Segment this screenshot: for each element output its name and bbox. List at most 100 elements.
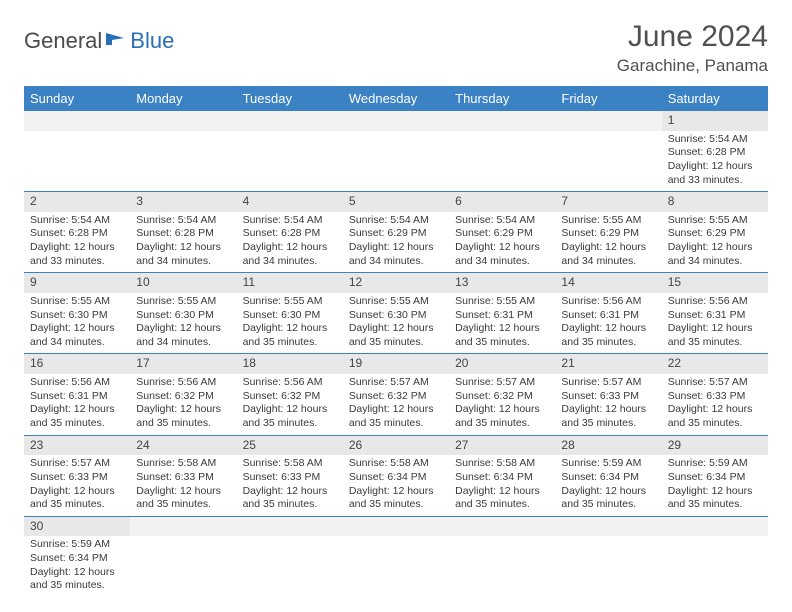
day-number-row: 9101112131415 xyxy=(24,273,768,293)
daylight-text: Daylight: 12 hours and 35 minutes. xyxy=(668,485,762,512)
daylight-text: Daylight: 12 hours and 34 minutes. xyxy=(136,322,230,349)
daylight-text: Daylight: 12 hours and 35 minutes. xyxy=(455,322,549,349)
day-number-cell: 13 xyxy=(449,273,555,293)
day-details-cell xyxy=(662,536,768,597)
day-number-cell: 19 xyxy=(343,354,449,374)
day-details-cell: Sunrise: 5:57 AMSunset: 6:33 PMDaylight:… xyxy=(555,374,661,435)
day-details-cell xyxy=(449,131,555,192)
sunrise-text: Sunrise: 5:58 AM xyxy=(243,457,337,471)
daylight-text: Daylight: 12 hours and 35 minutes. xyxy=(455,485,549,512)
sunset-text: Sunset: 6:28 PM xyxy=(243,227,337,241)
daylight-text: Daylight: 12 hours and 35 minutes. xyxy=(561,485,655,512)
day-details-cell: Sunrise: 5:58 AMSunset: 6:34 PMDaylight:… xyxy=(343,455,449,516)
day-number-cell xyxy=(449,111,555,131)
day-details-cell: Sunrise: 5:57 AMSunset: 6:33 PMDaylight:… xyxy=(662,374,768,435)
sunset-text: Sunset: 6:29 PM xyxy=(455,227,549,241)
day-number-cell: 30 xyxy=(24,516,130,536)
weekday-header: Friday xyxy=(555,86,661,111)
daylight-text: Daylight: 12 hours and 34 minutes. xyxy=(455,241,549,268)
daylight-text: Daylight: 12 hours and 35 minutes. xyxy=(243,322,337,349)
day-number-cell: 1 xyxy=(662,111,768,131)
sunset-text: Sunset: 6:30 PM xyxy=(136,309,230,323)
sunrise-text: Sunrise: 5:54 AM xyxy=(136,214,230,228)
day-details-cell: Sunrise: 5:54 AMSunset: 6:28 PMDaylight:… xyxy=(24,212,130,273)
daylight-text: Daylight: 12 hours and 35 minutes. xyxy=(668,322,762,349)
daylight-text: Daylight: 12 hours and 34 minutes. xyxy=(136,241,230,268)
sunset-text: Sunset: 6:29 PM xyxy=(349,227,443,241)
day-number-cell: 17 xyxy=(130,354,236,374)
sunrise-text: Sunrise: 5:55 AM xyxy=(243,295,337,309)
sunset-text: Sunset: 6:34 PM xyxy=(561,471,655,485)
location: Garachine, Panama xyxy=(617,56,768,76)
day-details-cell xyxy=(237,131,343,192)
sunset-text: Sunset: 6:30 PM xyxy=(30,309,124,323)
day-number-cell: 20 xyxy=(449,354,555,374)
day-number-cell: 15 xyxy=(662,273,768,293)
sunrise-text: Sunrise: 5:59 AM xyxy=(668,457,762,471)
day-number-cell: 10 xyxy=(130,273,236,293)
day-number-cell: 21 xyxy=(555,354,661,374)
sunrise-text: Sunrise: 5:56 AM xyxy=(30,376,124,390)
sunset-text: Sunset: 6:34 PM xyxy=(349,471,443,485)
day-details-cell: Sunrise: 5:56 AMSunset: 6:31 PMDaylight:… xyxy=(24,374,130,435)
day-details-cell: Sunrise: 5:54 AMSunset: 6:28 PMDaylight:… xyxy=(662,131,768,192)
day-number-cell xyxy=(130,111,236,131)
daylight-text: Daylight: 12 hours and 35 minutes. xyxy=(349,322,443,349)
day-number-row: 30 xyxy=(24,516,768,536)
day-number-cell: 22 xyxy=(662,354,768,374)
day-details-row: Sunrise: 5:55 AMSunset: 6:30 PMDaylight:… xyxy=(24,293,768,354)
day-details-cell: Sunrise: 5:57 AMSunset: 6:33 PMDaylight:… xyxy=(24,455,130,516)
day-number-cell: 25 xyxy=(237,435,343,455)
day-number-cell: 16 xyxy=(24,354,130,374)
daylight-text: Daylight: 12 hours and 33 minutes. xyxy=(668,160,762,187)
day-number-cell: 7 xyxy=(555,192,661,212)
daylight-text: Daylight: 12 hours and 35 minutes. xyxy=(668,403,762,430)
day-details-cell xyxy=(343,131,449,192)
day-number-cell xyxy=(237,516,343,536)
day-number-cell xyxy=(662,516,768,536)
sunset-text: Sunset: 6:34 PM xyxy=(668,471,762,485)
weekday-header-row: Sunday Monday Tuesday Wednesday Thursday… xyxy=(24,86,768,111)
daylight-text: Daylight: 12 hours and 35 minutes. xyxy=(30,485,124,512)
sunset-text: Sunset: 6:31 PM xyxy=(561,309,655,323)
day-details-cell: Sunrise: 5:55 AMSunset: 6:30 PMDaylight:… xyxy=(130,293,236,354)
daylight-text: Daylight: 12 hours and 35 minutes. xyxy=(136,403,230,430)
day-details-cell: Sunrise: 5:58 AMSunset: 6:33 PMDaylight:… xyxy=(130,455,236,516)
day-details-cell xyxy=(24,131,130,192)
sunrise-text: Sunrise: 5:55 AM xyxy=(561,214,655,228)
day-number-cell: 24 xyxy=(130,435,236,455)
sunset-text: Sunset: 6:33 PM xyxy=(668,390,762,404)
day-details-cell xyxy=(130,536,236,597)
day-number-cell: 28 xyxy=(555,435,661,455)
sunset-text: Sunset: 6:31 PM xyxy=(30,390,124,404)
sunset-text: Sunset: 6:28 PM xyxy=(30,227,124,241)
sunrise-text: Sunrise: 5:54 AM xyxy=(30,214,124,228)
daylight-text: Daylight: 12 hours and 34 minutes. xyxy=(349,241,443,268)
sunrise-text: Sunrise: 5:55 AM xyxy=(349,295,443,309)
sunset-text: Sunset: 6:32 PM xyxy=(349,390,443,404)
day-number-cell: 5 xyxy=(343,192,449,212)
sunset-text: Sunset: 6:34 PM xyxy=(455,471,549,485)
sunrise-text: Sunrise: 5:55 AM xyxy=(668,214,762,228)
sunrise-text: Sunrise: 5:57 AM xyxy=(668,376,762,390)
sunrise-text: Sunrise: 5:57 AM xyxy=(561,376,655,390)
sunrise-text: Sunrise: 5:57 AM xyxy=(30,457,124,471)
daylight-text: Daylight: 12 hours and 34 minutes. xyxy=(668,241,762,268)
sunset-text: Sunset: 6:30 PM xyxy=(349,309,443,323)
header: General Blue June 2024 Garachine, Panama xyxy=(24,20,768,76)
day-number-cell: 14 xyxy=(555,273,661,293)
sunrise-text: Sunrise: 5:56 AM xyxy=(668,295,762,309)
sunset-text: Sunset: 6:32 PM xyxy=(455,390,549,404)
day-number-cell xyxy=(449,516,555,536)
sunrise-text: Sunrise: 5:55 AM xyxy=(30,295,124,309)
day-number-cell xyxy=(130,516,236,536)
day-details-cell: Sunrise: 5:56 AMSunset: 6:32 PMDaylight:… xyxy=(130,374,236,435)
day-details-cell: Sunrise: 5:56 AMSunset: 6:31 PMDaylight:… xyxy=(555,293,661,354)
day-number-cell: 12 xyxy=(343,273,449,293)
sunrise-text: Sunrise: 5:54 AM xyxy=(455,214,549,228)
daylight-text: Daylight: 12 hours and 35 minutes. xyxy=(30,403,124,430)
day-details-cell: Sunrise: 5:55 AMSunset: 6:30 PMDaylight:… xyxy=(24,293,130,354)
weekday-header: Sunday xyxy=(24,86,130,111)
sunset-text: Sunset: 6:28 PM xyxy=(668,146,762,160)
daylight-text: Daylight: 12 hours and 35 minutes. xyxy=(561,322,655,349)
